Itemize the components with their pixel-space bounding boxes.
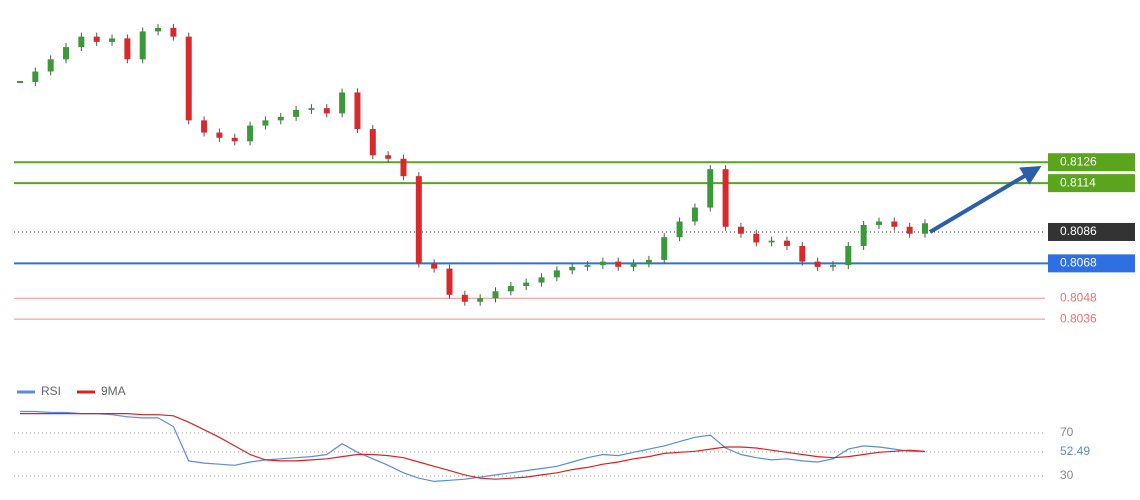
candle <box>523 282 530 287</box>
candle <box>109 38 116 42</box>
level-label-box <box>1048 174 1135 193</box>
candle <box>415 176 422 264</box>
level-label: 0.8114 <box>1060 175 1096 189</box>
rsi-line <box>20 410 926 483</box>
candle <box>385 155 392 159</box>
candle <box>47 59 54 72</box>
candle <box>477 298 484 302</box>
level-label: 0.8036 <box>1060 311 1097 325</box>
candle <box>860 225 867 246</box>
candle <box>461 294 468 302</box>
candle <box>93 36 100 42</box>
candle <box>814 261 821 267</box>
candle <box>615 261 622 267</box>
rsi-tick-label: 70 <box>1060 425 1074 439</box>
candle <box>431 263 438 269</box>
level-label-box <box>1048 222 1135 241</box>
candle <box>707 169 714 208</box>
candle <box>32 71 39 82</box>
candle <box>293 109 300 117</box>
candle <box>645 259 652 264</box>
level-label: 0.8068 <box>1060 256 1097 270</box>
candle <box>339 92 346 114</box>
candle <box>891 221 898 227</box>
rsi-panel: 30 70 RSI 52.49 9MA <box>14 384 1090 482</box>
level-label-box <box>1048 254 1135 273</box>
candle <box>231 137 238 142</box>
candle <box>553 270 560 278</box>
candle <box>538 277 545 283</box>
candle <box>722 169 729 227</box>
candle <box>676 221 683 238</box>
candle <box>369 129 376 156</box>
candle <box>492 291 499 299</box>
candle <box>768 240 775 243</box>
level-label: 0.8048 <box>1060 290 1097 304</box>
candle <box>400 158 407 177</box>
candle <box>753 233 760 243</box>
level-label: 0.8126 <box>1060 154 1097 168</box>
candle <box>799 245 806 262</box>
candle <box>845 245 852 266</box>
candle <box>308 108 315 110</box>
candle <box>906 226 913 234</box>
level-label-box <box>1048 153 1135 172</box>
candle <box>155 27 162 32</box>
legend-label: 9MA <box>101 384 126 398</box>
candle <box>875 221 882 225</box>
candle <box>78 36 85 48</box>
legend-label: RSI <box>41 384 61 398</box>
candle <box>277 116 284 121</box>
candle <box>216 132 223 138</box>
trend-arrow <box>928 165 1042 234</box>
candle <box>323 108 330 114</box>
candle <box>569 266 576 271</box>
price-panel: 0.8126 0.8114 0.8086 0.8068 0.8048 0.8036 <box>14 23 1135 325</box>
candle <box>201 120 208 133</box>
rsi-current-label: 52.49 <box>1060 444 1090 458</box>
candle <box>599 261 606 266</box>
candle <box>584 265 591 267</box>
candle <box>737 226 744 234</box>
candle <box>170 27 177 37</box>
candle <box>507 286 514 292</box>
level-label: 0.8086 <box>1060 224 1097 238</box>
candle <box>922 223 928 234</box>
candle <box>630 263 637 267</box>
candle <box>247 125 254 142</box>
candle <box>63 47 70 60</box>
candle <box>783 240 790 246</box>
candle <box>661 237 668 260</box>
candle <box>829 265 836 267</box>
candle <box>446 268 453 295</box>
rsi-line <box>20 413 926 480</box>
candle <box>262 120 269 126</box>
candle <box>139 31 146 60</box>
rsi-tick-label: 30 <box>1060 468 1074 482</box>
candle <box>691 207 698 222</box>
candle <box>354 92 361 130</box>
candle <box>124 38 131 60</box>
candle <box>185 36 192 121</box>
